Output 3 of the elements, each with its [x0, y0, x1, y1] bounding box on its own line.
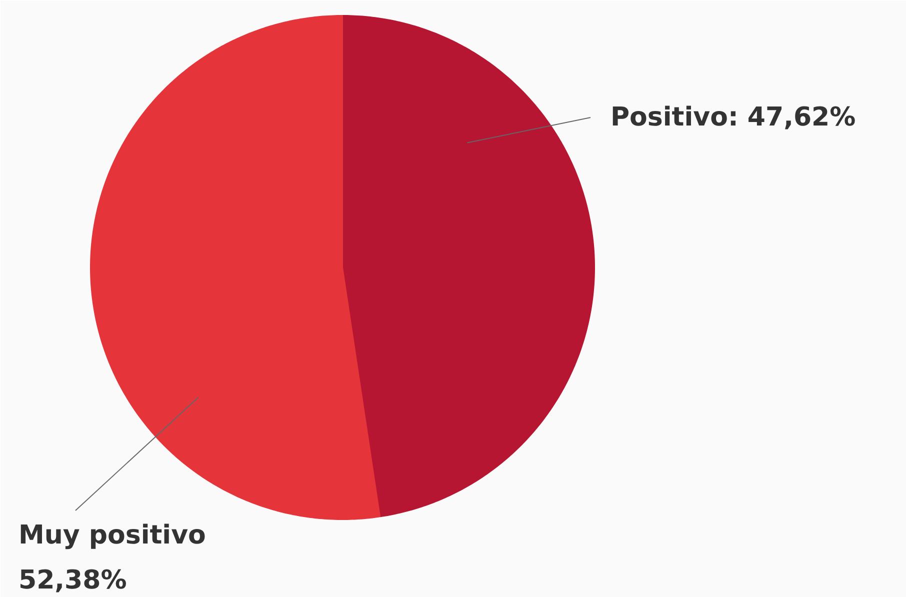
slice-label: Positivo: 47,62%: [610, 102, 856, 132]
data-label: 52,38%: [18, 566, 127, 596]
slice-label: Muy positivo: [18, 520, 206, 550]
